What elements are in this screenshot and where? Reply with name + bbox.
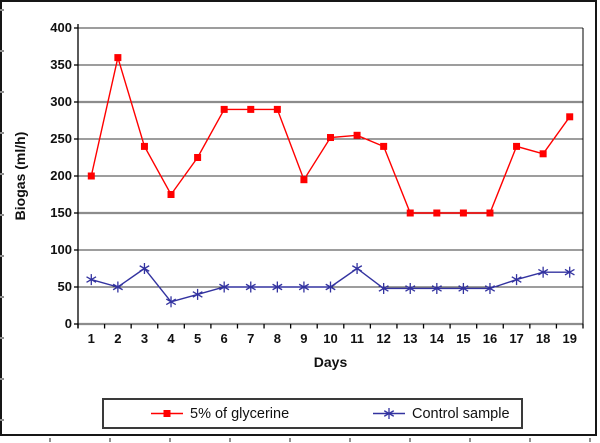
square-marker-icon xyxy=(513,142,521,150)
star-marker-icon xyxy=(538,268,549,276)
x-tick-label: 1 xyxy=(87,331,95,346)
square-marker-icon xyxy=(353,131,361,139)
y-tick-label: 0 xyxy=(64,316,72,331)
square-marker-icon xyxy=(459,209,467,217)
star-marker-icon xyxy=(165,298,177,306)
star-marker-icon xyxy=(219,283,230,291)
legend-label-glycerine: 5% of glycerine xyxy=(190,405,290,422)
x-axis-title: Days xyxy=(313,354,348,370)
x-tick-label: 7 xyxy=(247,331,255,346)
y-tick-label: 250 xyxy=(50,131,72,146)
star-marker-icon xyxy=(139,265,150,272)
x-tick-label: 12 xyxy=(376,331,391,346)
star-marker-icon xyxy=(86,276,97,283)
square-marker-icon xyxy=(327,134,334,142)
bottom-edge-ticks xyxy=(49,438,594,442)
square-marker-icon xyxy=(140,142,148,150)
square-marker-icon xyxy=(167,191,175,198)
square-marker-icon xyxy=(273,105,281,113)
square-marker-icon xyxy=(87,172,95,180)
x-tick-label: 17 xyxy=(509,331,524,346)
star-marker-icon xyxy=(112,283,123,291)
star-marker-icon xyxy=(383,410,395,417)
star-marker-icon xyxy=(245,283,256,291)
square-marker-icon xyxy=(220,105,228,113)
legend-label-control: Control sample xyxy=(412,405,510,422)
square-marker-icon xyxy=(566,113,574,121)
square-marker-icon xyxy=(539,150,547,158)
square-marker-icon xyxy=(194,154,202,161)
x-tick-label: 6 xyxy=(220,331,228,346)
square-marker-icon xyxy=(300,176,308,184)
star-marker-icon xyxy=(458,285,469,292)
x-tick-label: 8 xyxy=(273,331,281,346)
star-marker-icon xyxy=(431,285,442,292)
y-tick-label: 400 xyxy=(50,20,72,35)
star-marker-icon xyxy=(378,285,389,292)
x-tick-label: 11 xyxy=(350,331,364,346)
left-edge-ticks xyxy=(0,9,4,433)
figure-frame xyxy=(0,0,597,436)
square-marker-icon xyxy=(247,105,255,113)
square-marker-icon xyxy=(433,209,441,217)
x-tick-label: 13 xyxy=(403,331,418,346)
y-tick-label: 300 xyxy=(50,94,72,109)
legend: 5% of glycerine Control sample xyxy=(102,398,523,429)
square-marker-icon xyxy=(486,209,494,217)
y-tick-label: 200 xyxy=(50,168,72,183)
star-marker-icon xyxy=(564,268,575,276)
y-tick-label: 150 xyxy=(50,205,72,220)
square-marker-icon xyxy=(380,142,388,150)
x-tick-label: 14 xyxy=(429,331,445,346)
square-marker-icon xyxy=(163,410,171,417)
x-tick-label: 4 xyxy=(167,331,175,346)
star-marker-icon xyxy=(298,283,310,291)
x-tick-label: 3 xyxy=(140,331,149,346)
x-tick-label: 5 xyxy=(193,331,202,346)
star-marker-icon xyxy=(272,283,283,291)
y-tick-label: 100 xyxy=(50,242,72,257)
star-marker-icon xyxy=(484,285,496,292)
x-tick-label: 15 xyxy=(456,331,471,346)
legend-item-glycerine: 5% of glycerine xyxy=(150,400,289,427)
x-tick-label: 19 xyxy=(562,331,577,346)
x-tick-label: 2 xyxy=(114,331,122,346)
star-marker-icon xyxy=(511,276,522,283)
star-marker-icon xyxy=(192,291,203,298)
square-marker-icon xyxy=(114,54,122,62)
x-tick-label: 10 xyxy=(323,331,338,346)
star-marker-icon xyxy=(351,265,363,272)
legend-item-control: Control sample xyxy=(372,400,510,427)
x-tick-label: 16 xyxy=(482,331,498,346)
blue-star-series-marker-icon xyxy=(373,408,405,419)
star-marker-icon xyxy=(325,283,336,291)
x-tick-label: 9 xyxy=(300,331,308,346)
square-marker-icon xyxy=(406,209,414,217)
y-tick-label: 350 xyxy=(50,57,72,72)
red-square-series-marker-icon xyxy=(151,410,183,417)
y-tick-label: 50 xyxy=(57,279,72,294)
x-tick-label: 18 xyxy=(535,331,551,346)
star-marker-icon xyxy=(405,285,416,292)
